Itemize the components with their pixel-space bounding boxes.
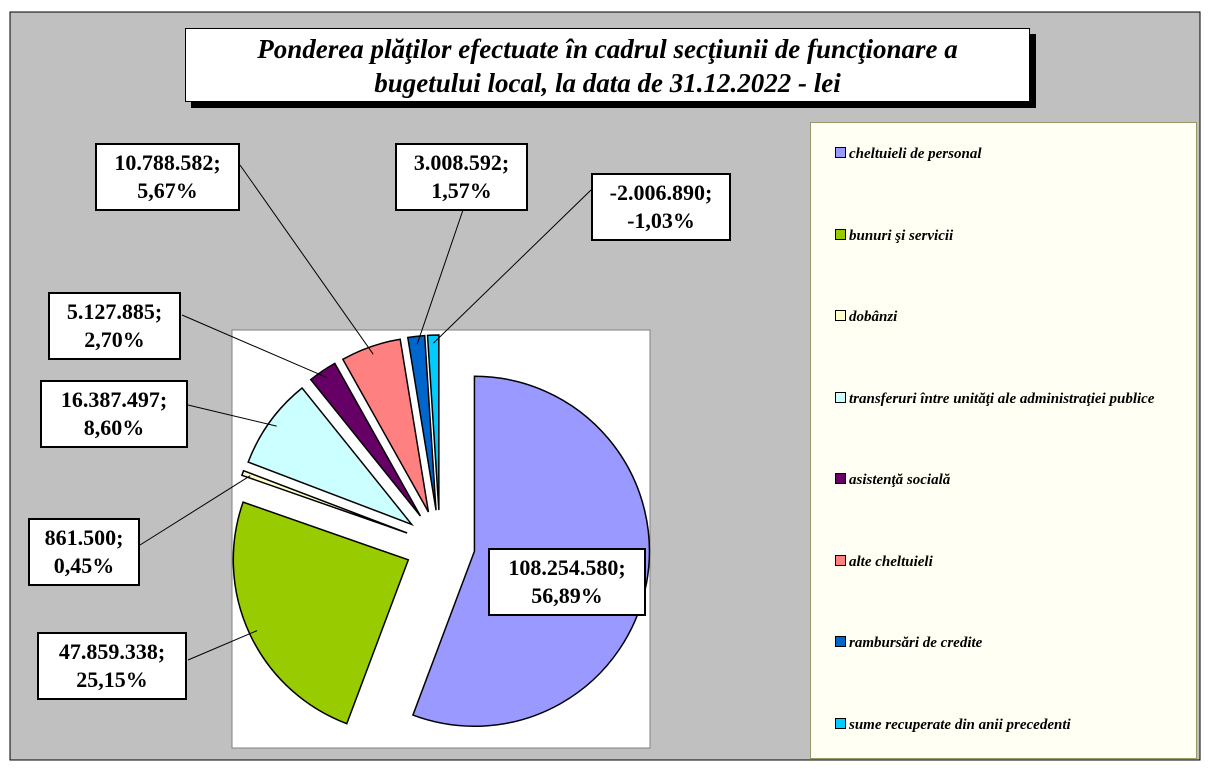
- data-label: 10.788.582; 5,67%: [95, 143, 240, 211]
- data-label: -2.006.890; -1,03%: [591, 173, 731, 241]
- pie-slice: [309, 362, 422, 517]
- legend-label: bunuri şi servicii: [849, 227, 954, 244]
- data-label: 3.008.592; 1,57%: [395, 143, 528, 211]
- data-label: 5.127.885; 2,70%: [48, 292, 181, 360]
- pie-slice: [426, 334, 440, 511]
- legend-item: cheltuieli de personal: [835, 145, 1200, 164]
- legend-swatch: [835, 473, 846, 484]
- pie-slice: [240, 469, 408, 534]
- legend-item: dobânzi: [835, 308, 1200, 327]
- legend-swatch: [835, 228, 846, 240]
- legend-swatch: [835, 310, 846, 321]
- leader-line: [433, 189, 592, 344]
- pie-slice: [247, 386, 415, 527]
- leader-line: [139, 475, 251, 546]
- legend-label: asistenţă socială: [849, 472, 951, 488]
- data-label: 47.859.338; 25,15%: [37, 632, 187, 700]
- legend-item: asistenţă socială: [835, 471, 1200, 490]
- leader-line: [416, 209, 464, 345]
- legend-label: alte cheltuieli: [849, 553, 933, 570]
- legend-label: cheltuieli de personal: [849, 146, 982, 162]
- legend-label: rambursări de credite: [849, 635, 983, 651]
- legend-item: bunuri şi servicii: [835, 227, 1200, 246]
- chart-title: Ponderea plăţilor efectuate în cadrul se…: [185, 28, 1030, 102]
- legend-item: rambursări de credite: [835, 634, 1200, 653]
- legend-item: transferuri între unităţi ale administra…: [835, 390, 1200, 409]
- leader-line: [239, 164, 374, 355]
- legend-swatch: [835, 636, 846, 647]
- legend-swatch: [835, 147, 846, 158]
- legend-swatch: [835, 554, 846, 566]
- leader-line: [187, 630, 258, 661]
- data-label: 861.500; 0,45%: [28, 518, 140, 586]
- legend-swatch: [835, 717, 846, 729]
- leader-line: [187, 404, 277, 427]
- data-label: 108.254.580; 56,89%: [488, 548, 646, 616]
- data-label: 16.387.497; 8,60%: [40, 380, 188, 448]
- leader-line: [181, 314, 328, 379]
- pie-slice: [341, 338, 430, 513]
- pie-slice: [406, 334, 437, 511]
- legend-item: sume recuperate din anii precedenti: [835, 716, 1200, 735]
- legend-swatch: [835, 391, 846, 403]
- legend: cheltuieli de personal bunuri şi servicii…: [810, 122, 1197, 759]
- legend-item: alte cheltuieli: [835, 553, 1200, 572]
- legend-label: transferuri între unităţi ale administra…: [849, 390, 1155, 407]
- legend-label: sume recuperate din anii precedenti: [849, 716, 1071, 733]
- legend-label: dobânzi: [849, 309, 898, 325]
